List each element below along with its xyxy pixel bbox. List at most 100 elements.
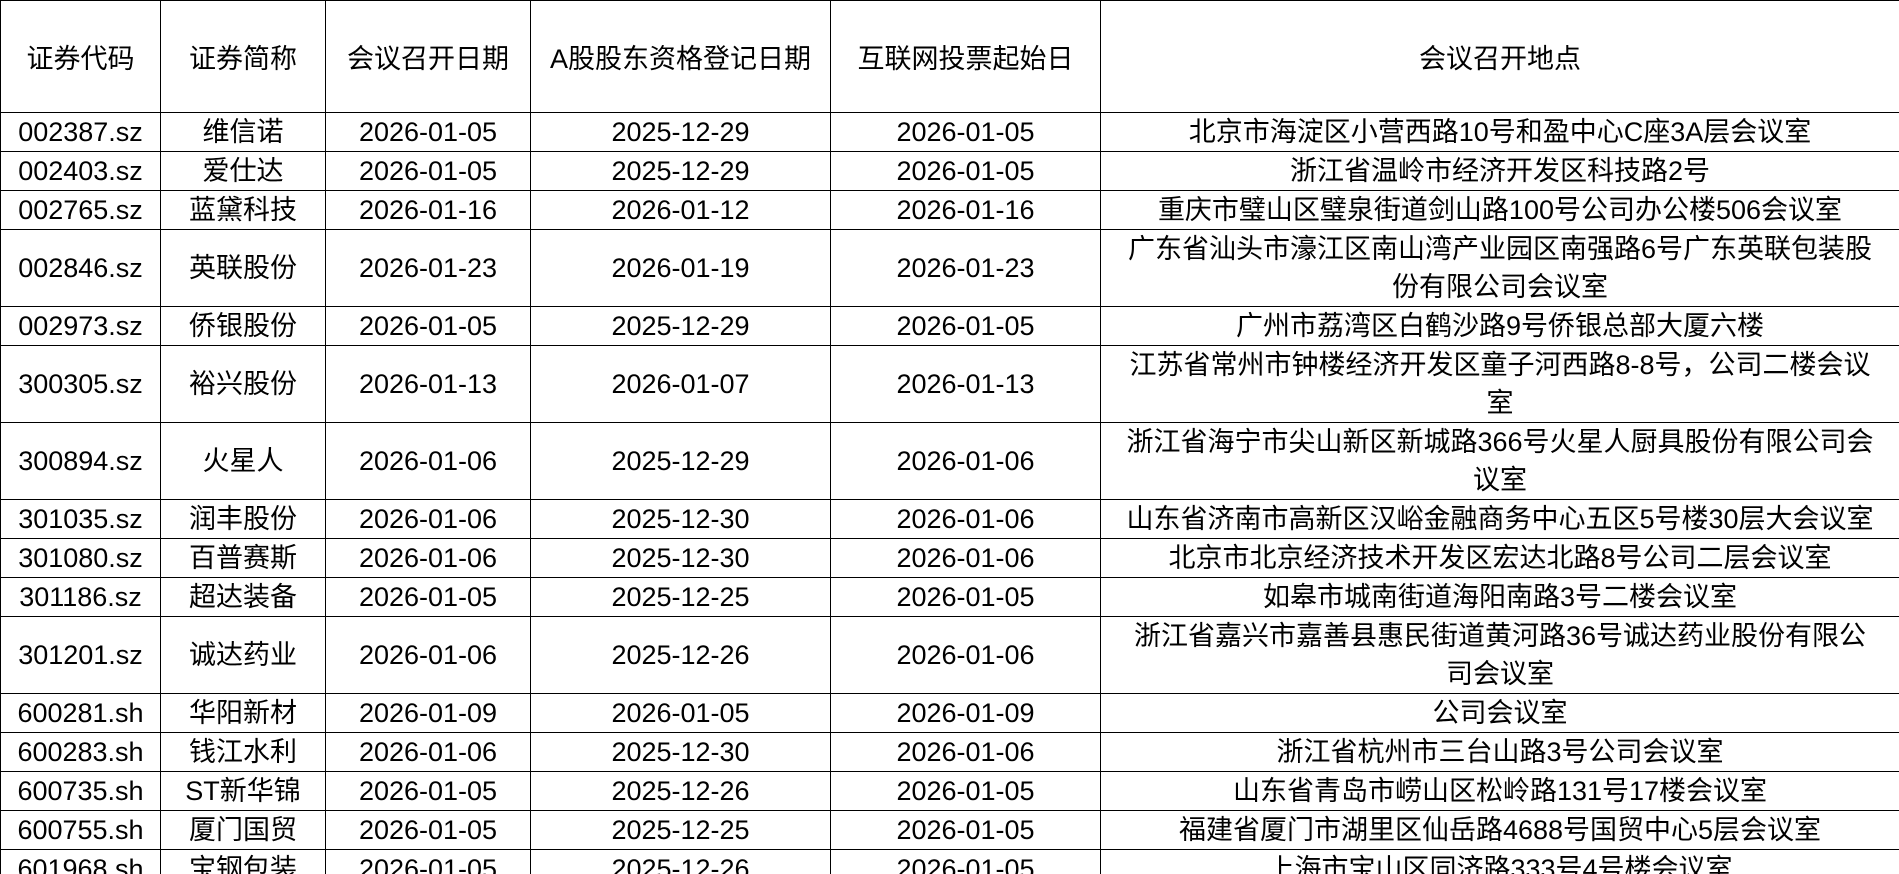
- table-row: 600755.sh 厦门国贸 2026-01-05 2025-12-25 202…: [0, 810, 1899, 850]
- cell-record-date: 2025-12-29: [530, 306, 831, 346]
- cell-meeting-date: 2026-01-13: [325, 345, 531, 423]
- cell-vote-start-date: 2026-01-05: [830, 306, 1101, 346]
- cell-record-date: 2026-01-12: [530, 190, 831, 230]
- cell-record-date: 2025-12-29: [530, 422, 831, 500]
- table-row: 002846.sz 英联股份 2026-01-23 2026-01-19 202…: [0, 229, 1899, 307]
- cell-security-code: 600281.sh: [0, 693, 161, 733]
- cell-meeting-date: 2026-01-06: [325, 732, 531, 772]
- cell-meeting-location: 北京市海淀区小营西路10号和盈中心C座3A层会议室: [1100, 112, 1899, 152]
- cell-vote-start-date: 2026-01-05: [830, 771, 1101, 811]
- cell-security-code: 301186.sz: [0, 577, 161, 617]
- cell-security-name: 宝钢包装: [160, 849, 326, 874]
- cell-meeting-date: 2026-01-05: [325, 151, 531, 191]
- col-header-security-code: 证券代码: [0, 0, 161, 113]
- col-header-vote-start-date: 互联网投票起始日: [830, 0, 1101, 113]
- cell-record-date: 2025-12-26: [530, 771, 831, 811]
- table-row: 301080.sz 百普赛斯 2026-01-06 2025-12-30 202…: [0, 538, 1899, 578]
- cell-vote-start-date: 2026-01-05: [830, 849, 1101, 874]
- cell-security-name: 钱江水利: [160, 732, 326, 772]
- cell-security-name: 侨银股份: [160, 306, 326, 346]
- cell-security-code: 002403.sz: [0, 151, 161, 191]
- cell-security-code: 002973.sz: [0, 306, 161, 346]
- cell-record-date: 2025-12-29: [530, 151, 831, 191]
- cell-record-date: 2025-12-26: [530, 849, 831, 874]
- table-row: 600283.sh 钱江水利 2026-01-06 2025-12-30 202…: [0, 732, 1899, 772]
- cell-security-name: 英联股份: [160, 229, 326, 307]
- cell-vote-start-date: 2026-01-06: [830, 499, 1101, 539]
- header-row: 证券代码 证券简称 会议召开日期 A股股东资格登记日期 互联网投票起始日 会议召…: [0, 0, 1899, 113]
- cell-meeting-location: 山东省济南市高新区汉峪金融商务中心五区5号楼30层大会议室: [1100, 499, 1899, 539]
- cell-meeting-location: 广东省汕头市濠江区南山湾产业园区南强路6号广东英联包装股份有限公司会议室: [1100, 229, 1899, 307]
- cell-vote-start-date: 2026-01-06: [830, 616, 1101, 694]
- cell-record-date: 2026-01-05: [530, 693, 831, 733]
- cell-meeting-location: 江苏省常州市钟楼经济开发区童子河西路8-8号，公司二楼会议室: [1100, 345, 1899, 423]
- cell-meeting-date: 2026-01-05: [325, 810, 531, 850]
- cell-meeting-location: 福建省厦门市湖里区仙岳路4688号国贸中心5层会议室: [1100, 810, 1899, 850]
- table-row: 300894.sz 火星人 2026-01-06 2025-12-29 2026…: [0, 422, 1899, 500]
- cell-vote-start-date: 2026-01-06: [830, 732, 1101, 772]
- cell-meeting-location: 广州市荔湾区白鹤沙路9号侨银总部大厦六楼: [1100, 306, 1899, 346]
- cell-record-date: 2025-12-29: [530, 112, 831, 152]
- cell-meeting-date: 2026-01-06: [325, 499, 531, 539]
- cell-meeting-location: 浙江省嘉兴市嘉善县惠民街道黄河路36号诚达药业股份有限公司会议室: [1100, 616, 1899, 694]
- cell-security-code: 002846.sz: [0, 229, 161, 307]
- cell-vote-start-date: 2026-01-23: [830, 229, 1101, 307]
- table-row: 002403.sz 爱仕达 2026-01-05 2025-12-29 2026…: [0, 151, 1899, 191]
- cell-meeting-date: 2026-01-16: [325, 190, 531, 230]
- cell-security-name: 爱仕达: [160, 151, 326, 191]
- cell-security-name: 火星人: [160, 422, 326, 500]
- cell-record-date: 2025-12-25: [530, 577, 831, 617]
- cell-record-date: 2025-12-30: [530, 499, 831, 539]
- cell-meeting-date: 2026-01-06: [325, 422, 531, 500]
- cell-meeting-location: 山东省青岛市崂山区松岭路131号17楼会议室: [1100, 771, 1899, 811]
- cell-security-name: ST新华锦: [160, 771, 326, 811]
- cell-security-name: 诚达药业: [160, 616, 326, 694]
- cell-record-date: 2025-12-30: [530, 732, 831, 772]
- cell-meeting-location: 浙江省杭州市三台山路3号公司会议室: [1100, 732, 1899, 772]
- cell-meeting-date: 2026-01-06: [325, 538, 531, 578]
- table-row: 301201.sz 诚达药业 2026-01-06 2025-12-26 202…: [0, 616, 1899, 694]
- col-header-record-date: A股股东资格登记日期: [530, 0, 831, 113]
- cell-meeting-location: 浙江省温岭市经济开发区科技路2号: [1100, 151, 1899, 191]
- col-header-meeting-location: 会议召开地点: [1100, 0, 1899, 113]
- cell-security-name: 超达装备: [160, 577, 326, 617]
- col-header-security-name: 证券简称: [160, 0, 326, 113]
- cell-record-date: 2025-12-25: [530, 810, 831, 850]
- cell-meeting-location: 上海市宝山区同济路333号4号楼会议室: [1100, 849, 1899, 874]
- cell-security-name: 百普赛斯: [160, 538, 326, 578]
- cell-security-code: 301080.sz: [0, 538, 161, 578]
- cell-meeting-date: 2026-01-05: [325, 849, 531, 874]
- cell-security-name: 润丰股份: [160, 499, 326, 539]
- cell-meeting-date: 2026-01-23: [325, 229, 531, 307]
- cell-security-code: 600283.sh: [0, 732, 161, 772]
- cell-security-code: 301035.sz: [0, 499, 161, 539]
- cell-meeting-date: 2026-01-09: [325, 693, 531, 733]
- table-row: 002387.sz 维信诺 2026-01-05 2025-12-29 2026…: [0, 112, 1899, 152]
- cell-vote-start-date: 2026-01-05: [830, 151, 1101, 191]
- cell-record-date: 2025-12-30: [530, 538, 831, 578]
- cell-vote-start-date: 2026-01-05: [830, 112, 1101, 152]
- col-header-meeting-date: 会议召开日期: [325, 0, 531, 113]
- cell-meeting-date: 2026-01-06: [325, 616, 531, 694]
- cell-vote-start-date: 2026-01-06: [830, 538, 1101, 578]
- cell-record-date: 2026-01-19: [530, 229, 831, 307]
- cell-meeting-location: 浙江省海宁市尖山新区新城路366号火星人厨具股份有限公司会议室: [1100, 422, 1899, 500]
- table-row: 300305.sz 裕兴股份 2026-01-13 2026-01-07 202…: [0, 345, 1899, 423]
- cell-meeting-location: 北京市北京经济技术开发区宏达北路8号公司二层会议室: [1100, 538, 1899, 578]
- table-row: 600281.sh 华阳新材 2026-01-09 2026-01-05 202…: [0, 693, 1899, 733]
- cell-security-code: 002387.sz: [0, 112, 161, 152]
- cell-security-name: 华阳新材: [160, 693, 326, 733]
- cell-meeting-location: 公司会议室: [1100, 693, 1899, 733]
- cell-security-name: 维信诺: [160, 112, 326, 152]
- cell-vote-start-date: 2026-01-06: [830, 422, 1101, 500]
- cell-vote-start-date: 2026-01-05: [830, 577, 1101, 617]
- cell-security-code: 300305.sz: [0, 345, 161, 423]
- table-row: 600735.sh ST新华锦 2026-01-05 2025-12-26 20…: [0, 771, 1899, 811]
- cell-vote-start-date: 2026-01-16: [830, 190, 1101, 230]
- cell-security-code: 600735.sh: [0, 771, 161, 811]
- table-row: 002973.sz 侨银股份 2026-01-05 2025-12-29 202…: [0, 306, 1899, 346]
- cell-security-name: 裕兴股份: [160, 345, 326, 423]
- cell-security-name: 蓝黛科技: [160, 190, 326, 230]
- table-row: 301186.sz 超达装备 2026-01-05 2025-12-25 202…: [0, 577, 1899, 617]
